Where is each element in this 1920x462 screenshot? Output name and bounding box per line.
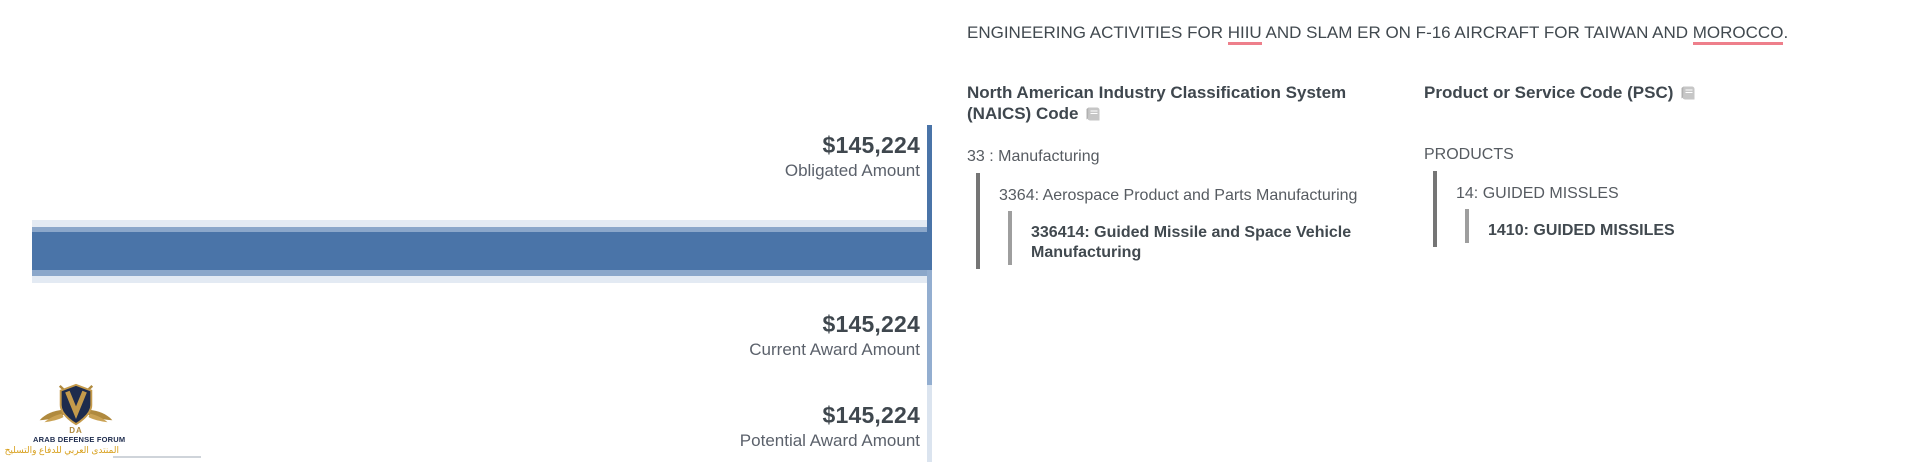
logo-monogram: DA — [69, 426, 83, 435]
psc-title: Product or Service Code (PSC) — [1424, 82, 1854, 105]
potential-award-amount-block: $145,224 Potential Award Amount — [620, 402, 920, 453]
obligated-amount-bar — [32, 232, 927, 270]
naics-level-2: 3364: Aerospace Product and Parts Manufa… — [999, 187, 1358, 204]
potential-award-amount-label: Potential Award Amount — [739, 431, 920, 450]
divider-line — [113, 456, 201, 458]
psc-title-text: Product or Service Code (PSC) — [1424, 83, 1674, 102]
naics-level-1: 33 : Manufacturing — [967, 148, 1100, 165]
obligated-amount-block: $145,224 Obligated Amount — [620, 132, 920, 183]
naics-branch-level-2: 3364: Aerospace Product and Parts Manufa… — [976, 173, 1397, 269]
description-underlined-term: MOROCCO — [1692, 23, 1784, 45]
psc-level-2: 14: GUIDED MISSLES — [1456, 185, 1619, 202]
logo-title: ARAB DEFENSE FORUM — [33, 435, 126, 444]
naics-section: North American Industry Classification S… — [967, 82, 1397, 269]
current-notch-line — [927, 270, 932, 385]
psc-branch-level-2: 14: GUIDED MISSLES 1410: GUIDED MISSILES — [1433, 171, 1854, 247]
psc-hierarchy: PRODUCTS 14: GUIDED MISSLES 1410: GUIDED… — [1424, 145, 1854, 247]
potential-award-amount-value: $145,224 — [822, 402, 920, 428]
naics-title-line2: (NAICS) Code — [967, 104, 1079, 123]
naics-title: North American Industry Classification S… — [967, 82, 1397, 126]
book-glossary-icon[interactable] — [1085, 105, 1101, 126]
description-text: . — [1783, 23, 1789, 42]
award-description: ENGINEERING ACTIVITIES FOR HIIU AND SLAM… — [967, 22, 1788, 45]
potential-notch-line — [927, 385, 932, 462]
current-award-amount-label: Current Award Amount — [749, 340, 920, 359]
current-award-amount-block: $145,224 Current Award Amount — [620, 311, 920, 362]
book-glossary-icon[interactable] — [1680, 84, 1696, 105]
description-text: ENGINEERING ACTIVITIES FOR — [967, 23, 1228, 42]
psc-level-3: 1410: GUIDED MISSILES — [1488, 222, 1675, 239]
psc-section: Product or Service Code (PSC) PRODUCTS 1… — [1424, 82, 1854, 247]
description-underlined-term: HIIU — [1227, 23, 1262, 45]
psc-branch-level-3: 1410: GUIDED MISSILES — [1465, 209, 1854, 243]
psc-level-1: PRODUCTS — [1424, 146, 1514, 163]
description-text: AND SLAM ER ON F-16 AIRCRAFT FOR TAIWAN … — [1261, 23, 1693, 42]
naics-title-line1: North American Industry Classification S… — [967, 83, 1347, 102]
obligated-amount-label: Obligated Amount — [784, 161, 920, 180]
naics-branch-level-3: 336414: Guided Missile and Space Vehicle… — [1008, 211, 1397, 265]
shield-wings-logo-icon — [39, 383, 113, 426]
naics-level-3: 336414: Guided Missile and Space Vehicle… — [1031, 224, 1352, 261]
naics-hierarchy: 33 : Manufacturing 3364: Aerospace Produ… — [967, 147, 1397, 269]
obligated-amount-value: $145,224 — [822, 132, 920, 158]
obligated-notch-line — [927, 125, 932, 270]
arab-defense-forum-watermark: DA ARAB DEFENSE FORUM المنتدى العربي للد… — [4, 383, 126, 456]
logo-subtitle-arabic: المنتدى العربي للدفاع والتسليح — [4, 445, 119, 455]
current-award-amount-value: $145,224 — [822, 311, 920, 337]
